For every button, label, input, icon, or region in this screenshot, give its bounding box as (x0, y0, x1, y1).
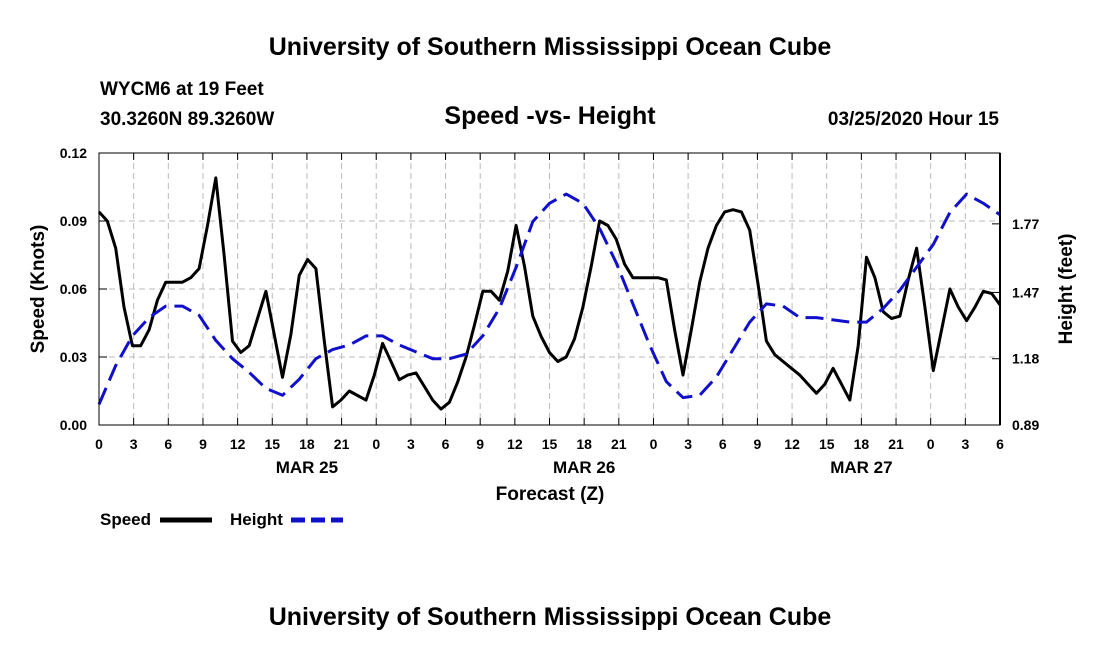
x-tick-label: 3 (407, 436, 415, 452)
x-tick-label: 3 (130, 436, 138, 452)
station-label: WYCM6 at 19 Feet (100, 79, 264, 100)
x-tick-label: 6 (442, 436, 450, 452)
x-tick-label: 9 (476, 436, 484, 452)
x-tick-label: 21 (888, 436, 904, 452)
location-label: 30.3260N 89.3260W (100, 109, 274, 130)
x-tick-label: 0 (372, 436, 380, 452)
y-left-tick-label: 0.09 (60, 213, 87, 229)
x-tick-label: 6 (164, 436, 172, 452)
x-tick-label: 12 (784, 436, 800, 452)
speed-series-line (97, 176, 1002, 411)
x-tick-label: 21 (334, 436, 350, 452)
y-left-tick-label: 0.12 (60, 145, 87, 161)
legend-speed-label: Speed (100, 510, 151, 529)
plot-series (97, 176, 1002, 411)
x-tick-label: 12 (230, 436, 246, 452)
top-title: University of Southern Mississippi Ocean… (269, 33, 832, 61)
y-right-tick-label: 1.77 (1012, 216, 1039, 232)
x-tick-label: 3 (961, 436, 969, 452)
x-tick-label: 6 (719, 436, 727, 452)
y-right-tick-label: 0.89 (1012, 417, 1039, 433)
x-tick-label: 15 (542, 436, 558, 452)
chart-title: Speed -vs- Height (444, 102, 656, 130)
legend: Speed Height (100, 510, 343, 529)
y-right-tick-label: 1.47 (1012, 284, 1039, 300)
axes: 0 3 6 9 12 15 18 21 0 3 6 9 12 15 18 21 0 3 6 9 12 15 18 21 0 3 6 M… (60, 145, 1040, 477)
x-tick-label: 18 (299, 436, 315, 452)
x-tick-label: 9 (199, 436, 207, 452)
x-tick-label: 18 (576, 436, 592, 452)
y-right-tick-label: 1.18 (1012, 351, 1039, 367)
y-left-tick-label: 0.06 (60, 281, 87, 297)
legend-height-label: Height (230, 510, 283, 529)
x-tick-label: 0 (95, 436, 103, 452)
x-tick-label: 6 (996, 436, 1004, 452)
x-tick-label: 0 (650, 436, 658, 452)
x-tick-label: 18 (854, 436, 870, 452)
x-tick-label: 15 (819, 436, 835, 452)
day-label: MAR 27 (830, 458, 892, 477)
height-series-line (97, 192, 1001, 405)
x-tick-label: 12 (507, 436, 523, 452)
x-axis-label: Forecast (Z) (496, 484, 605, 505)
x-tick-label: 3 (684, 436, 692, 452)
y-left-tick-label: 0.03 (60, 349, 87, 365)
x-tick-label: 21 (611, 436, 627, 452)
day-label: MAR 26 (553, 458, 615, 477)
y-left-tick-label: 0.00 (60, 417, 87, 433)
y-axis-right-label: Height (feet) (1056, 234, 1077, 345)
bottom-title: University of Southern Mississippi Ocean… (269, 603, 832, 631)
date-label: 03/25/2020 Hour 15 (828, 109, 1000, 130)
x-tick-label: 15 (264, 436, 280, 452)
x-tick-label: 0 (927, 436, 935, 452)
day-label: MAR 25 (276, 458, 338, 477)
y-axis-left-label: Speed (Knots) (28, 225, 49, 354)
x-tick-label: 9 (754, 436, 762, 452)
